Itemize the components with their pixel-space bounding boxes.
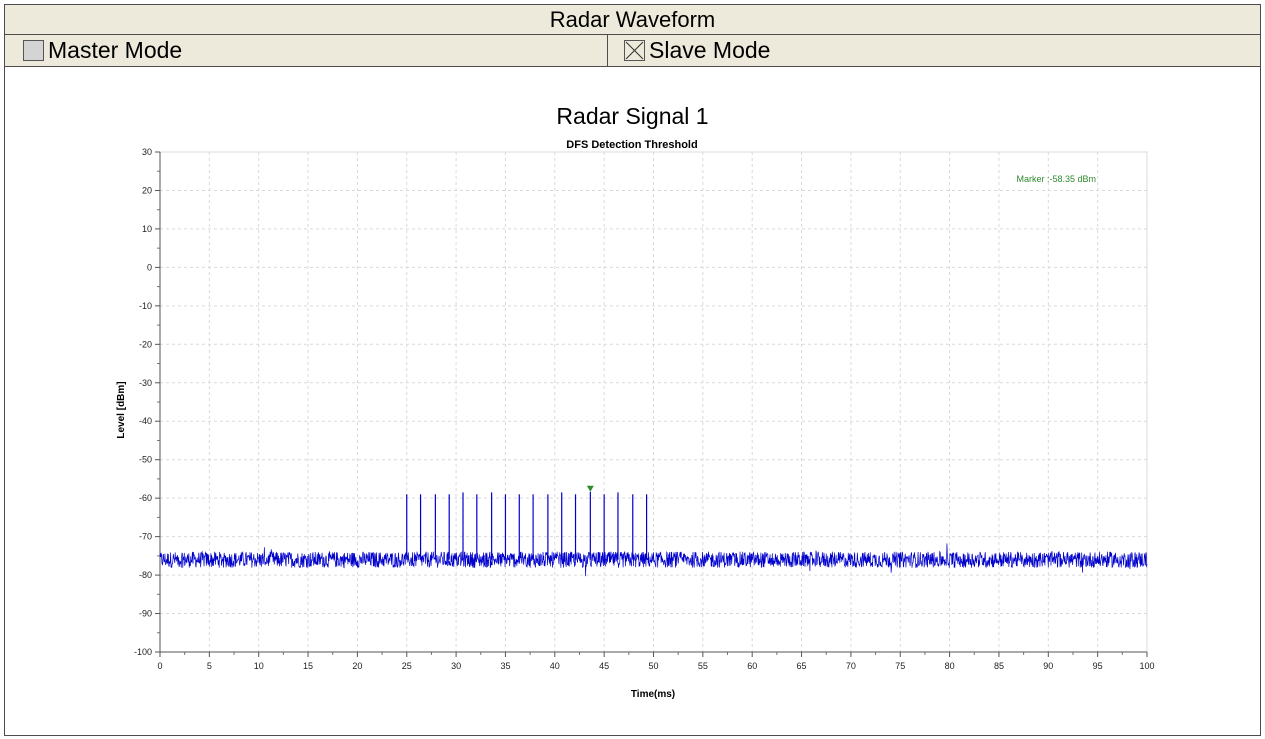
y-tick-label: -10 [139,301,152,311]
x-tick-label: 70 [846,661,856,671]
marker: Marker :-58.35 dBm [586,174,1096,492]
y-tick-label: -60 [139,493,152,503]
y-tick-label: 0 [147,262,152,272]
x-tick-label: 20 [352,661,362,671]
y-tick-label: 20 [142,185,152,195]
radar-pulses [406,491,648,560]
y-tick-label: 10 [142,224,152,234]
marker-triangle-icon [586,485,594,492]
checkbox-cross-icon [625,41,644,60]
slave-mode-option[interactable]: Slave Mode [608,35,1260,66]
x-tick-label: 25 [402,661,412,671]
x-tick-label: 85 [994,661,1004,671]
slave-mode-checkbox[interactable] [624,40,645,61]
x-tick-label: 65 [797,661,807,671]
y-tick-label: -100 [134,647,152,657]
x-tick-label: 0 [157,661,162,671]
y-tick-label: -50 [139,455,152,465]
x-tick-label: 5 [207,661,212,671]
y-tick-label: -70 [139,532,152,542]
x-tick-label: 80 [945,661,955,671]
x-tick-label: 30 [451,661,461,671]
x-tick-label: 15 [303,661,313,671]
x-tick-label: 40 [550,661,560,671]
x-tick-label: 10 [254,661,264,671]
slave-mode-label: Slave Mode [649,37,771,63]
master-mode-checkbox[interactable] [23,40,44,61]
chart-grid [159,151,1148,653]
x-tick-label: 100 [1139,661,1154,671]
x-tick-label: 90 [1043,661,1053,671]
y-tick-label: -80 [139,570,152,580]
y-tick-label: -40 [139,416,152,426]
y-tick-label: -90 [139,609,152,619]
master-mode-label: Master Mode [48,37,183,63]
panel-title: Radar Waveform [5,5,1260,35]
noise-line [159,543,1148,577]
marker-readout: Marker :-58.35 dBm [1016,174,1096,184]
x-tick-label: 45 [599,661,609,671]
chart-axes: 0 5 10 15 20 25 30 35 40 45 50 55 60 65 70 75 80 85 90 95 10… [134,147,1155,671]
chart-subtitle: DFS Detection Threshold [566,139,697,151]
x-tick-label: 35 [500,661,510,671]
y-axis-label: Level [dBm] [116,381,127,438]
master-mode-option[interactable]: Master Mode [5,35,608,66]
radar-waveform-panel: Radar Waveform Master Mode Slave Mode [4,4,1261,736]
x-axis-label: Time(ms) [631,689,675,700]
x-tick-label: 95 [1093,661,1103,671]
x-tick-label: 50 [648,661,658,671]
y-tick-label: 30 [142,147,152,157]
x-tick-label: 75 [895,661,905,671]
y-tick-label: -30 [139,378,152,388]
chart-heading: Radar Signal 1 [556,103,709,129]
x-tick-label: 55 [698,661,708,671]
x-tick-label: 60 [747,661,757,671]
mode-row: Master Mode Slave Mode [5,35,1260,67]
y-tick-label: -20 [139,339,152,349]
noise-floor-trace [159,543,1148,577]
